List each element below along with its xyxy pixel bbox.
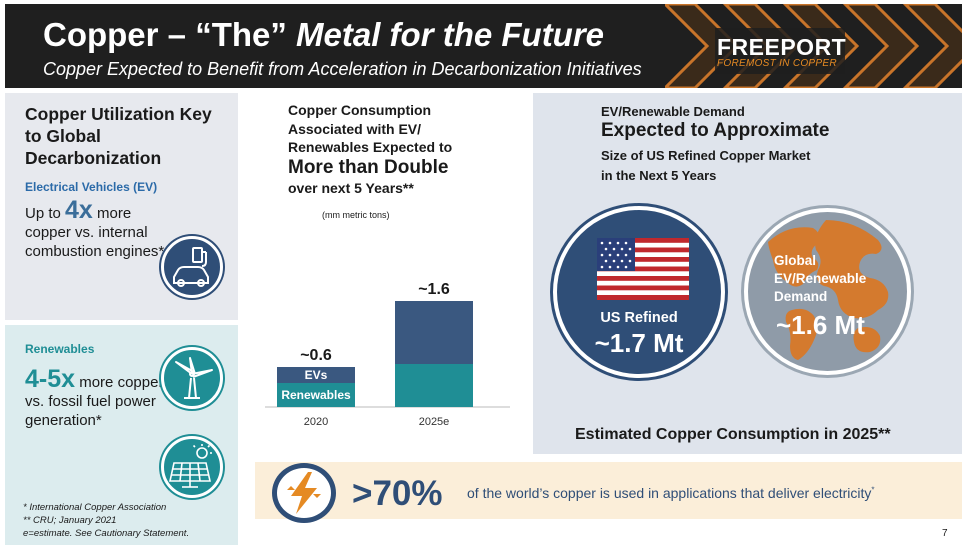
ev-post: more copper vs. internal combustion engi… <box>25 205 165 260</box>
ev-text: Up to 4x more copper vs. internal combus… <box>25 198 175 261</box>
global-demand-label: Global EV/Renewable Demand <box>774 253 867 304</box>
electricity-text: of the world’s copper is used in applica… <box>467 485 875 501</box>
page-title: Copper – “The” Metal for the Future <box>43 16 604 54</box>
demand-main: Expected to Approximate <box>601 120 830 141</box>
bar-evs-2025e <box>395 301 473 364</box>
renewables-panel: Renewables 4-5x more copper vs. fossil f… <box>5 325 238 545</box>
consumption-title-l3: Renewables Expected to <box>288 139 453 155</box>
title-italic: Metal for the Future <box>296 16 605 53</box>
demand-post: Size of US Refined Copper Market in the … <box>601 146 810 186</box>
footnote-cru: ** CRU; January 2021 <box>23 515 117 526</box>
bar-renewables-2025e <box>395 364 473 407</box>
ev-label: Electrical Vehicles (EV) <box>25 180 158 194</box>
renewables-text: 4-5x more copper vs. fossil fuel power g… <box>25 367 175 430</box>
consumption-title-big: More than Double <box>288 156 449 178</box>
page-number: 7 <box>942 528 948 539</box>
bar-renewables-2020 <box>277 383 355 407</box>
footnote-estimate: e=estimate. See Cautionary Statement. <box>23 528 190 539</box>
chart-unit: (mm metric tons) <box>322 210 390 220</box>
wind-turbine-icon <box>161 347 223 409</box>
demand-post-l1: Size of US Refined Copper Market <box>601 148 811 163</box>
demand-post-l2: in the Next 5 Years <box>601 168 717 183</box>
demand-footer: Estimated Copper Consumption in 2025** <box>575 426 891 443</box>
renewables-post: copper vs. fossil fuel power generation* <box>25 374 164 429</box>
freeport-tagline: FOREMOST IN COPPER <box>717 58 837 69</box>
us-refined-circle: US Refined ~1.7 Mt <box>553 206 725 378</box>
utilization-title: Copper Utilization Key to Global Decarbo… <box>25 104 212 168</box>
x-tick-2020: 2020 <box>304 416 328 428</box>
lightning-bolt-icon <box>272 463 336 523</box>
ev-multiplier: 4x <box>65 196 93 224</box>
electricity-footnote-mark: * <box>871 485 875 495</box>
renewables-label: Renewables <box>25 342 95 356</box>
x-tick-2025e: 2025e <box>419 416 450 428</box>
demand-panel: EV/Renewable Demand Expected to Approxim… <box>533 93 962 454</box>
us-flag-icon <box>597 238 689 300</box>
bar-evs-2020 <box>277 367 355 383</box>
footnote-ica: * International Copper Association <box>23 502 167 513</box>
electricity-statement: of the world’s copper is used in applica… <box>467 485 872 501</box>
global-demand-value: ~1.6 Mt <box>776 310 865 340</box>
renewables-more: more <box>79 374 114 391</box>
consumption-title-l1: Copper Consumption <box>288 102 432 118</box>
consumption-title-l2: Associated with EV/ <box>288 120 422 137</box>
footnotes: * International Copper Association ** CR… <box>23 501 189 540</box>
header-banner: Copper – “The” Metal for the Future Copp… <box>5 4 962 88</box>
freeport-logo: FREEPORT <box>717 34 847 60</box>
renewables-multiplier: 4-5x <box>25 365 76 393</box>
ev-pre: Up to <box>25 205 61 222</box>
consumption-title-l4: over next 5 Years** <box>288 179 414 196</box>
bar-label-evs: EVs <box>305 368 328 382</box>
page-subtitle: Copper Expected to Benefit from Accelera… <box>43 59 642 79</box>
globe-icon <box>768 220 889 360</box>
bar-label-renewables: Renewables <box>281 388 351 402</box>
title-prefix: Copper – “The” <box>43 16 287 53</box>
utilization-panel: Copper Utilization Key to Global Decarbo… <box>5 93 238 320</box>
bar-total-2020: ~0.6 <box>300 347 332 364</box>
percent-value: >70% <box>352 474 443 513</box>
bar-total-2025e: ~1.6 <box>418 281 450 298</box>
demand-pre: EV/Renewable Demand <box>601 104 745 119</box>
us-refined-label: US Refined <box>600 310 678 326</box>
consumption-title: Copper Consumption Associated with EV/ R… <box>288 101 518 197</box>
electricity-band <box>255 462 962 519</box>
chevron-decoration-icon <box>665 4 962 88</box>
us-refined-value: ~1.7 Mt <box>594 328 684 358</box>
electric-car-icon <box>161 236 223 298</box>
solar-panel-icon <box>161 436 223 498</box>
consumption-chart: Renewables EVs ~0.6 2020 ~1.6 2025e <box>265 281 510 428</box>
global-demand-circle: Global EV/Renewable Demand ~1.6 Mt <box>744 208 911 375</box>
